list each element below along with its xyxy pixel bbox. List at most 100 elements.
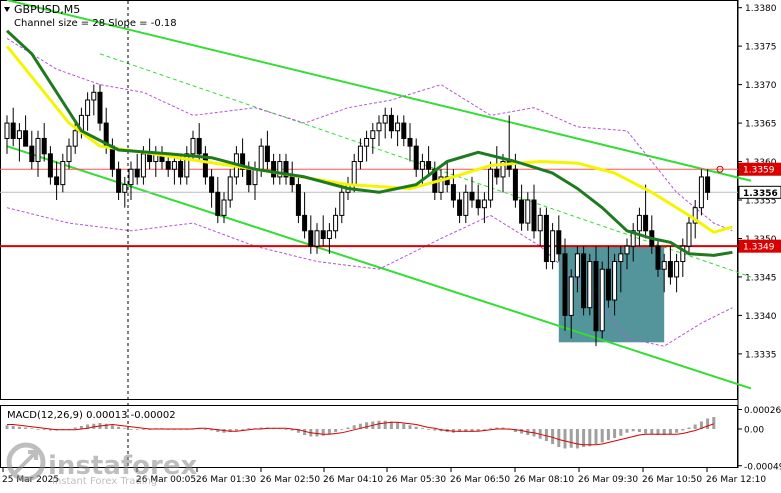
macd-bar xyxy=(564,429,567,449)
candle-body xyxy=(532,200,536,231)
candle-body xyxy=(272,162,276,177)
macd-bar xyxy=(595,429,598,444)
candle-body xyxy=(464,192,468,215)
candle-body xyxy=(489,169,493,200)
candle-body xyxy=(36,138,40,161)
candle-body xyxy=(644,215,648,230)
y-tick-label: 1.3340 xyxy=(745,312,777,322)
candle-body xyxy=(408,138,412,146)
candle-body xyxy=(470,192,474,200)
consolidation-box xyxy=(559,246,664,342)
candle-body xyxy=(17,131,21,139)
candle-body xyxy=(340,192,344,215)
candle-body xyxy=(588,262,592,308)
macd-bar xyxy=(632,429,635,431)
macd-bar xyxy=(136,429,139,430)
candle-body xyxy=(513,169,517,200)
candle-body xyxy=(526,200,530,223)
candle-body xyxy=(61,162,65,185)
candle-body xyxy=(544,215,548,261)
candle-body xyxy=(98,92,102,123)
candle-body xyxy=(315,231,319,246)
candle-body xyxy=(427,162,431,170)
current-price-label: 1.3356 xyxy=(743,189,778,199)
candle-body xyxy=(24,131,28,146)
candle-body xyxy=(48,154,52,177)
candle-body xyxy=(594,262,598,331)
macd-bar xyxy=(328,429,331,434)
x-tick-label: 26 Mar 05:30 xyxy=(386,475,446,485)
candle-body xyxy=(358,146,362,161)
candle-body xyxy=(451,185,455,200)
resistance-label: 1.3359 xyxy=(743,166,775,176)
macd-bar xyxy=(483,429,486,430)
candle-body xyxy=(476,200,480,208)
macd-tick-label: 0.00026 xyxy=(744,406,781,416)
macd-bar xyxy=(706,419,709,430)
candle-body xyxy=(637,215,641,230)
macd-bar xyxy=(340,429,343,430)
macd-bar xyxy=(105,424,108,429)
macd-bar xyxy=(427,429,430,430)
macd-bar xyxy=(402,424,405,429)
candle-body xyxy=(253,169,257,184)
y-tick-label: 1.3370 xyxy=(745,81,777,91)
macd-bar xyxy=(247,428,250,429)
macd-bar xyxy=(433,429,436,431)
candle-body xyxy=(563,254,567,316)
candle-body xyxy=(600,269,604,331)
macd-bar xyxy=(117,427,120,429)
candle-body xyxy=(706,177,710,192)
candle-body xyxy=(334,215,338,230)
consolidation-box-layer xyxy=(559,246,664,342)
candle-body xyxy=(290,177,294,185)
macd-bar xyxy=(421,428,424,429)
candle-body xyxy=(141,154,145,177)
candle-body xyxy=(222,200,226,215)
macd-bar xyxy=(396,422,399,429)
x-tick-label: 26 Mar 02:50 xyxy=(260,475,320,485)
macd-bar xyxy=(694,425,697,430)
candle-body xyxy=(619,254,623,262)
macd-bar xyxy=(285,429,288,430)
candle-body xyxy=(625,246,629,254)
macd-bar xyxy=(607,429,610,440)
candle-body xyxy=(303,215,307,230)
macd-bar xyxy=(347,428,350,430)
candle-body xyxy=(55,177,59,185)
candle-body xyxy=(575,254,579,277)
candle-body xyxy=(67,146,71,161)
candle-body xyxy=(482,200,486,208)
candle-body xyxy=(247,169,251,184)
candle-body xyxy=(606,269,610,300)
y-tick-label: 1.3375 xyxy=(745,43,777,53)
candle-body xyxy=(172,162,176,170)
candle-body xyxy=(551,231,555,262)
macd-bar xyxy=(142,429,145,430)
macd-bar xyxy=(669,429,672,434)
macd-bar xyxy=(241,429,244,430)
candle-body xyxy=(92,92,96,100)
y-tick-label: 1.3345 xyxy=(745,273,777,283)
candle-body xyxy=(365,138,369,146)
candle-body xyxy=(117,169,121,192)
candle-body xyxy=(73,131,77,146)
macd-bar xyxy=(409,425,412,429)
candle-body xyxy=(383,115,387,123)
candle-body xyxy=(5,123,9,138)
macd-bar xyxy=(626,429,629,433)
macd-bar xyxy=(378,421,381,429)
macd-bar xyxy=(415,427,418,429)
candle-body xyxy=(166,162,170,170)
candle-body xyxy=(582,254,586,308)
macd-bar xyxy=(111,425,114,429)
candle-body xyxy=(321,231,325,239)
x-tick-label: 26 Mar 01:30 xyxy=(196,475,256,485)
candle-body xyxy=(389,115,393,130)
macd-bar xyxy=(12,426,15,429)
candle-body xyxy=(265,146,269,161)
macd-bar xyxy=(18,427,21,429)
macd-bar xyxy=(601,429,604,443)
